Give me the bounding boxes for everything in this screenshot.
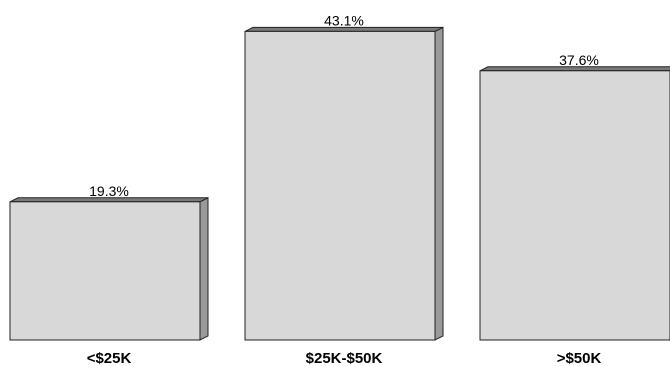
data-label: 43.1%	[324, 12, 364, 28]
bars-group	[9, 26, 670, 341]
bar-front-face	[244, 30, 436, 341]
category-label: <$25K	[87, 350, 132, 366]
bar-side-face	[434, 26, 444, 341]
bar-side-face	[199, 197, 209, 341]
bar-front-face	[9, 201, 201, 341]
data-label: 19.3%	[89, 183, 129, 199]
category-labels-group: <$25K $25K-$50K >$50K	[87, 350, 602, 366]
data-labels-group: 19.3% 43.1% 37.6%	[89, 12, 599, 198]
data-label: 37.6%	[559, 52, 599, 68]
bar-2	[244, 26, 444, 341]
category-label: $25K-$50K	[306, 350, 383, 366]
bar-3	[479, 66, 670, 341]
bar-1	[9, 197, 209, 341]
category-label: >$50K	[557, 350, 602, 366]
bar-front-face	[479, 70, 670, 341]
